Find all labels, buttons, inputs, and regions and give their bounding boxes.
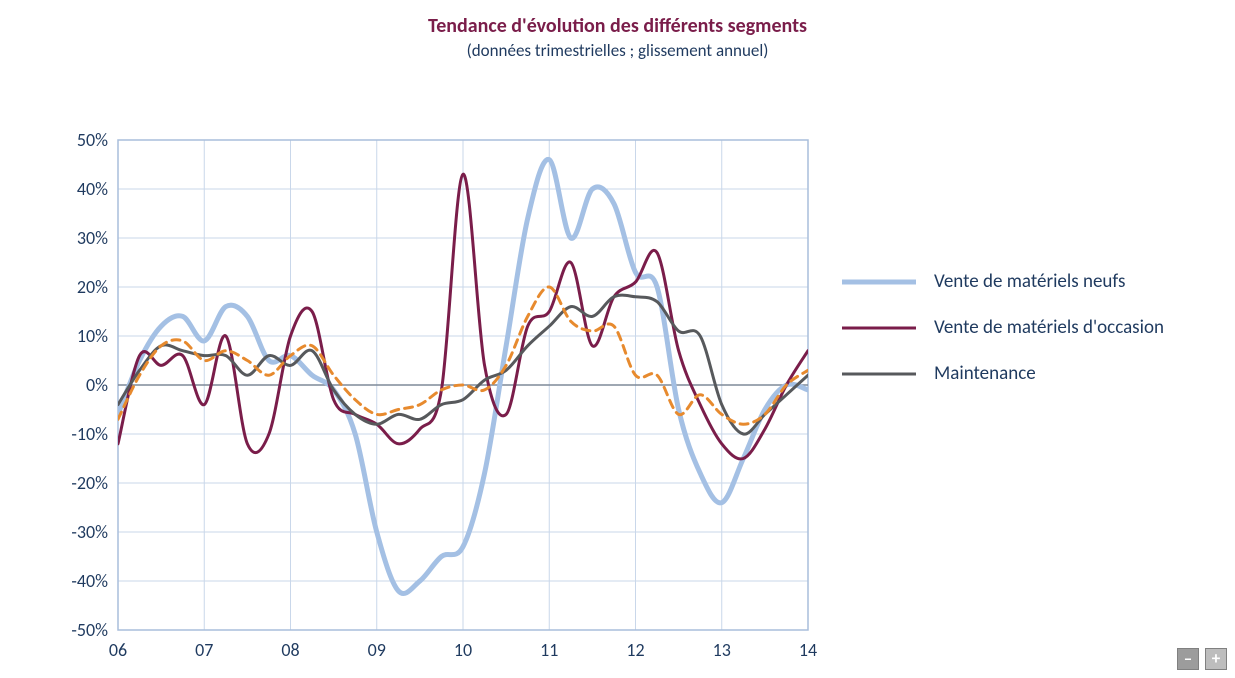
svg-text:10: 10	[454, 639, 472, 660]
legend-label-maintenance: Maintenance	[934, 362, 1036, 386]
svg-text:13: 13	[713, 639, 731, 660]
svg-text:40%: 40%	[77, 178, 108, 200]
svg-text:-20%: -20%	[71, 472, 108, 494]
legend-swatch-maintenance	[840, 362, 918, 386]
legend-item-occasion: Vente de matériels d'occasion	[840, 316, 1200, 340]
svg-text:12: 12	[626, 639, 644, 660]
svg-text:50%: 50%	[77, 129, 108, 151]
svg-text:30%: 30%	[77, 227, 108, 249]
svg-text:-30%: -30%	[71, 521, 108, 543]
zoom-in-button[interactable]: +	[1205, 648, 1227, 670]
zoom-controls: – +	[1177, 648, 1227, 670]
svg-text:-10%: -10%	[71, 423, 108, 445]
chart-title: Tendance d'évolution des différents segm…	[0, 14, 1235, 38]
svg-text:09: 09	[368, 639, 386, 660]
legend-label-occasion: Vente de matériels d'occasion	[934, 316, 1164, 340]
svg-text:0%: 0%	[86, 374, 108, 396]
legend-label-neufs: Vente de matériels neufs	[934, 270, 1125, 294]
svg-text:10%: 10%	[77, 325, 108, 347]
legend-item-neufs: Vente de matériels neufs	[840, 270, 1200, 294]
svg-text:08: 08	[281, 639, 299, 660]
svg-text:07: 07	[195, 639, 213, 660]
svg-text:20%: 20%	[77, 276, 108, 298]
svg-text:06: 06	[109, 639, 127, 660]
svg-text:-50%: -50%	[71, 619, 108, 641]
zoom-out-button[interactable]: –	[1177, 648, 1199, 670]
title-block: Tendance d'évolution des différents segm…	[0, 0, 1235, 61]
chart-subtitle: (données trimestrielles ; glissement ann…	[0, 40, 1235, 61]
legend: Vente de matériels neufs Vente de matérie…	[840, 270, 1200, 408]
svg-text:14: 14	[799, 639, 817, 660]
legend-swatch-neufs	[840, 270, 918, 294]
svg-text:-40%: -40%	[71, 570, 108, 592]
legend-swatch-occasion	[840, 316, 918, 340]
svg-text:11: 11	[540, 639, 558, 660]
legend-item-maintenance: Maintenance	[840, 362, 1200, 386]
